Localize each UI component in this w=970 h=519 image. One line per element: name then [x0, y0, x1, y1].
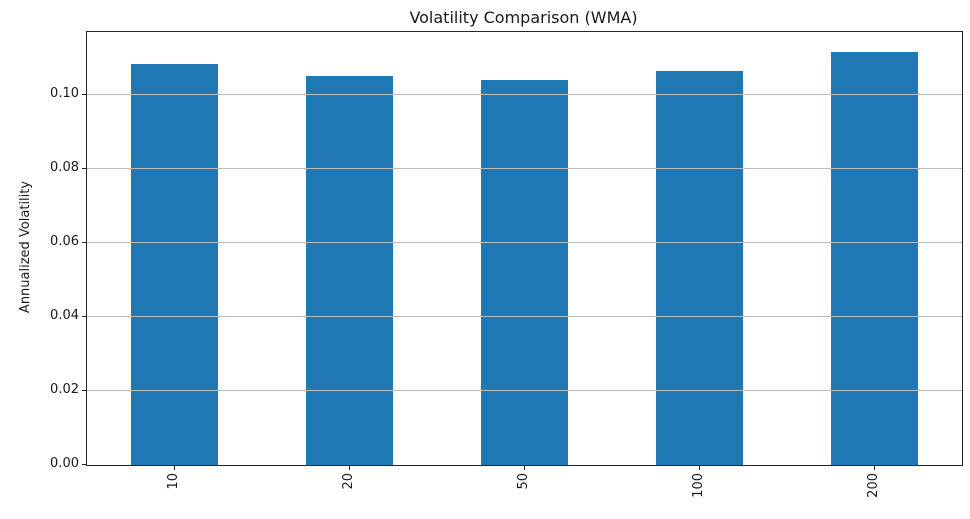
gridline [87, 389, 962, 391]
chart-title: Volatility Comparison (WMA) [409, 8, 638, 27]
y-tick-label: 0.04 [50, 307, 79, 323]
y-tick-label: 0.06 [50, 233, 79, 249]
y-tick-label: 0.08 [50, 159, 79, 175]
x-tick-label: 10 [165, 473, 181, 490]
y-tick-label: 0.00 [50, 456, 79, 471]
x-tick-mark [523, 466, 525, 470]
y-tick-mark [82, 315, 86, 317]
plot-area [86, 31, 963, 466]
y-tick-label: 0.10 [50, 85, 79, 101]
x-tick-label: 50 [515, 473, 531, 490]
gridline [87, 241, 962, 243]
gridline [87, 315, 962, 317]
y-tick-mark [82, 167, 86, 169]
bar-100 [655, 70, 744, 465]
bar-20 [305, 76, 394, 465]
x-tick-mark [873, 466, 875, 470]
x-tick-mark [348, 466, 350, 470]
gridline [87, 93, 962, 95]
y-tick-mark [82, 464, 86, 465]
y-tick-mark [82, 389, 86, 391]
bar-50 [480, 80, 569, 465]
gridline [87, 167, 962, 169]
x-tick-label: 200 [865, 473, 881, 498]
x-tick-label: 100 [690, 473, 706, 498]
x-tick-mark [173, 466, 175, 470]
x-tick-label: 20 [340, 473, 356, 490]
y-tick-mark [82, 241, 86, 243]
bar-200 [830, 52, 919, 465]
bar-10 [130, 63, 219, 465]
x-tick-mark [698, 466, 700, 470]
y-tick-mark [82, 93, 86, 95]
y-tick-label: 0.02 [50, 381, 79, 397]
